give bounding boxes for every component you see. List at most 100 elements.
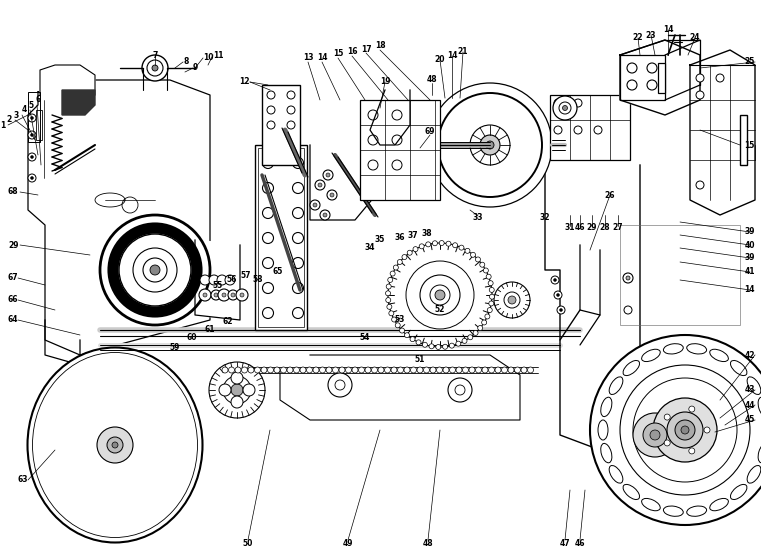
Circle shape bbox=[482, 320, 486, 325]
Circle shape bbox=[489, 301, 494, 306]
Circle shape bbox=[479, 262, 485, 267]
Circle shape bbox=[267, 91, 275, 99]
Circle shape bbox=[432, 241, 438, 246]
Circle shape bbox=[400, 328, 405, 333]
Circle shape bbox=[435, 290, 445, 300]
Circle shape bbox=[488, 281, 493, 286]
Circle shape bbox=[263, 157, 273, 168]
Ellipse shape bbox=[609, 465, 622, 483]
Text: 32: 32 bbox=[540, 214, 550, 222]
Circle shape bbox=[554, 99, 562, 107]
Bar bbox=[255, 145, 307, 330]
Circle shape bbox=[438, 93, 542, 197]
Circle shape bbox=[429, 344, 434, 349]
Circle shape bbox=[323, 213, 327, 217]
Circle shape bbox=[430, 367, 436, 373]
Text: 5: 5 bbox=[29, 100, 34, 109]
Circle shape bbox=[142, 55, 168, 81]
Circle shape bbox=[633, 413, 677, 457]
Ellipse shape bbox=[623, 360, 639, 375]
Text: 35: 35 bbox=[375, 236, 385, 245]
Text: 24: 24 bbox=[689, 34, 700, 43]
Text: 20: 20 bbox=[435, 56, 445, 65]
Text: 68: 68 bbox=[8, 188, 18, 197]
Circle shape bbox=[267, 106, 275, 114]
Circle shape bbox=[393, 265, 398, 270]
Circle shape bbox=[633, 378, 737, 482]
Text: 14: 14 bbox=[447, 51, 457, 61]
Circle shape bbox=[465, 248, 470, 253]
Circle shape bbox=[263, 208, 273, 219]
Circle shape bbox=[594, 126, 602, 134]
Circle shape bbox=[389, 311, 394, 316]
Circle shape bbox=[287, 367, 293, 373]
Text: 4: 4 bbox=[22, 105, 27, 114]
Text: 14: 14 bbox=[744, 285, 755, 295]
Circle shape bbox=[263, 307, 273, 319]
Circle shape bbox=[30, 156, 33, 158]
Circle shape bbox=[143, 258, 167, 282]
Circle shape bbox=[231, 384, 243, 396]
Text: 27: 27 bbox=[613, 224, 623, 232]
Circle shape bbox=[315, 180, 325, 190]
Text: 47: 47 bbox=[559, 539, 570, 548]
Circle shape bbox=[368, 110, 378, 120]
Text: 2: 2 bbox=[7, 115, 12, 125]
Text: 56: 56 bbox=[227, 275, 237, 284]
Text: 31: 31 bbox=[565, 224, 575, 232]
Circle shape bbox=[437, 367, 442, 373]
Circle shape bbox=[485, 314, 490, 319]
Circle shape bbox=[556, 294, 559, 296]
Circle shape bbox=[287, 106, 295, 114]
Text: 19: 19 bbox=[380, 77, 390, 87]
Text: 18: 18 bbox=[374, 41, 385, 50]
Circle shape bbox=[292, 157, 304, 168]
Text: 50: 50 bbox=[243, 539, 253, 548]
Circle shape bbox=[219, 384, 231, 396]
Text: 60: 60 bbox=[186, 333, 197, 342]
Circle shape bbox=[453, 243, 457, 248]
Circle shape bbox=[476, 367, 482, 373]
Circle shape bbox=[28, 153, 36, 161]
Circle shape bbox=[647, 63, 657, 73]
Circle shape bbox=[241, 367, 247, 373]
Circle shape bbox=[627, 63, 637, 73]
Text: 7: 7 bbox=[152, 50, 158, 60]
Circle shape bbox=[300, 367, 306, 373]
Text: 61: 61 bbox=[205, 326, 215, 335]
Circle shape bbox=[28, 114, 36, 122]
Circle shape bbox=[345, 367, 352, 373]
Circle shape bbox=[439, 241, 444, 246]
Circle shape bbox=[562, 105, 568, 110]
Circle shape bbox=[480, 135, 500, 155]
Circle shape bbox=[406, 261, 474, 329]
Circle shape bbox=[30, 134, 33, 136]
Circle shape bbox=[424, 367, 429, 373]
Text: 58: 58 bbox=[253, 275, 263, 284]
Circle shape bbox=[384, 367, 390, 373]
Text: 29: 29 bbox=[587, 224, 597, 232]
Circle shape bbox=[590, 335, 761, 525]
Bar bbox=[550, 95, 630, 160]
Circle shape bbox=[405, 333, 409, 338]
Circle shape bbox=[462, 338, 467, 343]
Polygon shape bbox=[195, 240, 240, 320]
Ellipse shape bbox=[27, 348, 202, 543]
Circle shape bbox=[482, 367, 488, 373]
Circle shape bbox=[448, 378, 472, 402]
Bar bbox=[262, 85, 300, 165]
Text: 39: 39 bbox=[744, 227, 755, 236]
Text: 8: 8 bbox=[183, 57, 189, 66]
Text: 29: 29 bbox=[8, 241, 18, 250]
Text: 16: 16 bbox=[347, 47, 357, 56]
Circle shape bbox=[459, 245, 464, 250]
Text: 69: 69 bbox=[425, 128, 435, 136]
Text: 11: 11 bbox=[213, 50, 224, 60]
Circle shape bbox=[313, 203, 317, 207]
Polygon shape bbox=[40, 65, 95, 95]
Circle shape bbox=[574, 126, 582, 134]
Circle shape bbox=[553, 279, 556, 282]
Circle shape bbox=[508, 296, 516, 304]
Circle shape bbox=[339, 367, 345, 373]
Circle shape bbox=[313, 367, 319, 373]
